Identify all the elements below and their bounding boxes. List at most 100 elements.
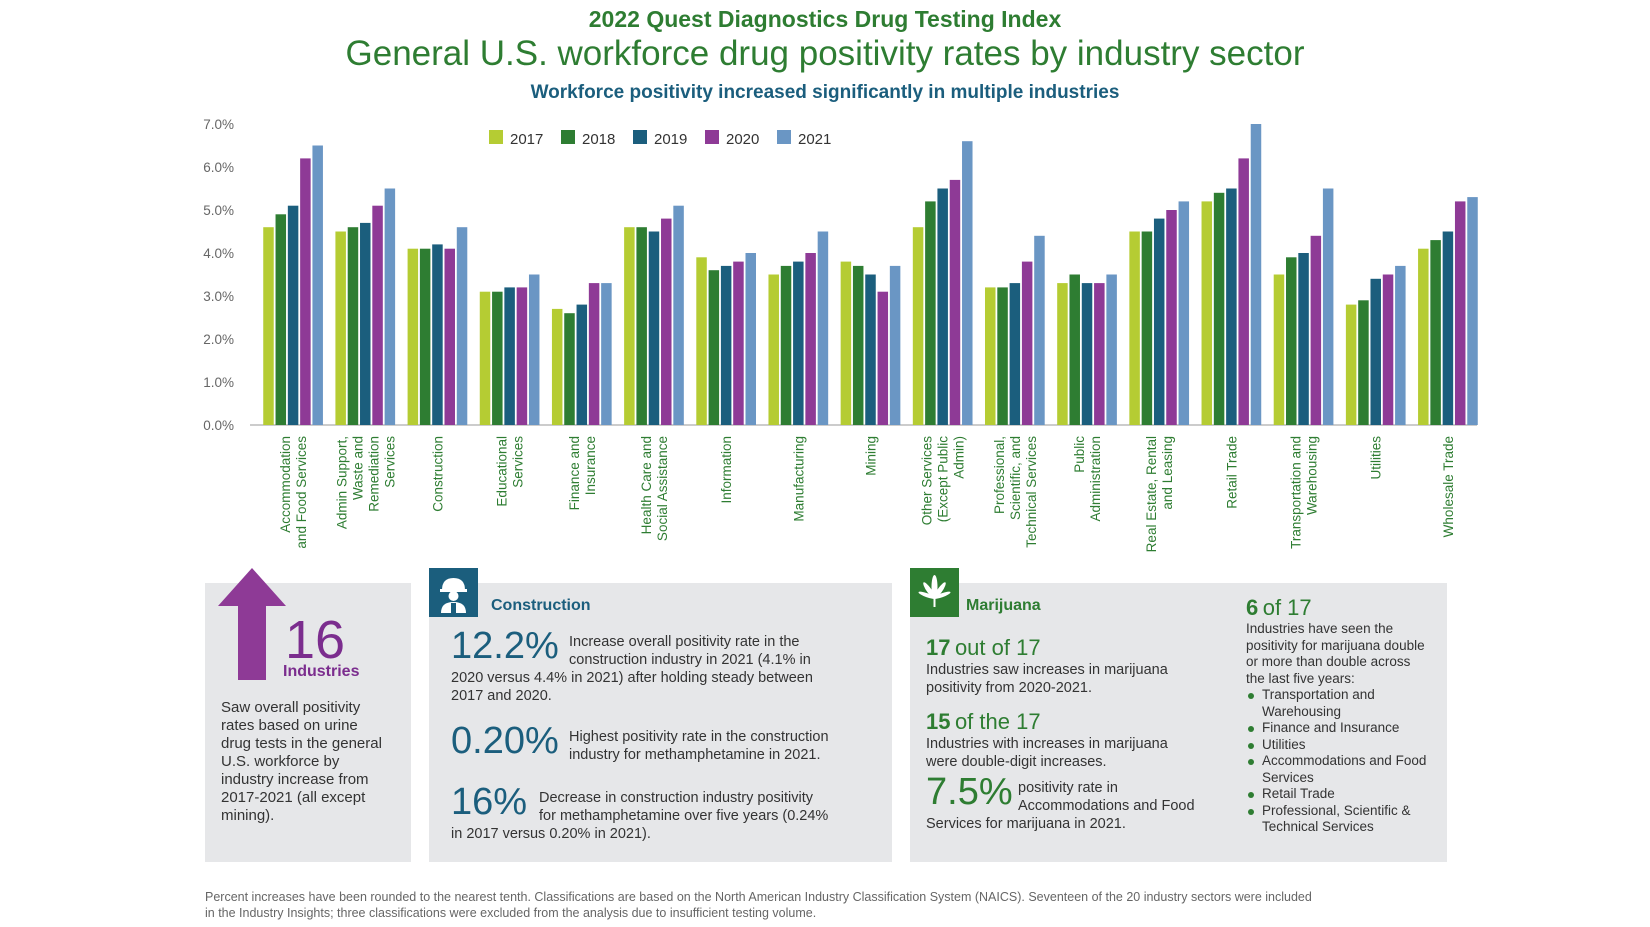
bar-2019 <box>360 222 371 425</box>
list-item-line: Transportation and <box>1262 687 1375 702</box>
bar-2017 <box>768 274 779 425</box>
bar-2020 <box>1454 201 1466 425</box>
bar-2020 <box>1166 210 1177 425</box>
footnote: Percent increases have been rounded to t… <box>205 889 1475 921</box>
stat-value: 16% <box>451 781 528 823</box>
bar-2018 <box>708 270 720 425</box>
x-category-label: and Leasing <box>1160 436 1175 510</box>
marijuana-stat-3: 7.5% positivity rate in Accommodations a… <box>926 771 1226 849</box>
bar-2018 <box>275 214 287 425</box>
bar-2018 <box>419 248 431 425</box>
marijuana-list-item: Professional, Scientific & Technical Serv… <box>1246 803 1441 836</box>
bar-2019 <box>504 287 515 425</box>
x-category-label: (Except Public <box>936 436 951 523</box>
bar-2018 <box>564 313 575 425</box>
bar-2018 <box>1358 300 1369 425</box>
bar-2019 <box>720 265 732 425</box>
bar-2021 <box>1034 235 1045 425</box>
stat-desc-line: Industries have seen the <box>1246 621 1394 636</box>
marijuana-list-item: Finance and Insurance <box>1246 720 1441 737</box>
legend-label: 2017 <box>510 131 543 148</box>
bar-2017 <box>696 257 707 425</box>
bar-2020 <box>1382 274 1394 425</box>
y-tick-label: 2.0% <box>203 332 234 347</box>
bar-2021 <box>962 141 973 425</box>
x-category-label: Scientific, and <box>1008 436 1023 520</box>
bar-2021 <box>1322 188 1334 425</box>
x-category-label: Manufacturing <box>791 436 806 522</box>
marijuana-list-item: Utilities <box>1246 737 1441 754</box>
industries-label: Industries <box>283 663 360 680</box>
stat-value: 12.2% <box>451 625 559 667</box>
bar-2019 <box>1226 188 1237 425</box>
x-category-label: Admin) <box>952 436 967 479</box>
x-category-label: Services <box>511 436 526 488</box>
y-tick-label: 6.0% <box>203 160 234 175</box>
stat-desc-line: Industries with increases in marijuana <box>926 736 1168 752</box>
marijuana-list-item: Transportation and Warehousing <box>1246 687 1441 720</box>
legend-swatch <box>633 130 647 144</box>
x-category-label: Social Assistance <box>655 436 670 541</box>
marijuana-panel: Marijuana 17 out of 17 Industries saw in… <box>910 568 1447 862</box>
bar-2018 <box>852 265 864 425</box>
stat-desc-line: Services for marijuana in 2021. <box>926 816 1126 832</box>
bar-2021 <box>889 265 901 425</box>
stat-number-rest: out of 17 <box>954 635 1041 660</box>
bar-2019 <box>1442 231 1454 425</box>
bar-2020 <box>1021 261 1033 425</box>
industries-panel: 16 Industries Saw overall positivity rat… <box>205 568 411 862</box>
bar-2019 <box>793 261 804 425</box>
stat-number-rest: of the 17 <box>954 709 1041 734</box>
bar-2020 <box>372 205 383 425</box>
x-category-label: Real Estate, Rental <box>1144 436 1159 552</box>
x-category-label: Accommodation <box>278 436 293 533</box>
x-category-label: Other Services <box>920 436 935 526</box>
x-category-label: Transportation and <box>1289 436 1304 549</box>
bar-2021 <box>312 145 323 425</box>
y-tick-label: 1.0% <box>203 375 234 390</box>
stat-desc-line: in 2017 versus 0.20% in 2021). <box>451 826 651 842</box>
x-category-label: Admin Support, <box>334 436 349 529</box>
x-category-label: Health Care and <box>639 436 654 534</box>
legend-swatch <box>489 130 503 144</box>
arrow-up-icon <box>218 568 286 680</box>
marijuana-industry-list: Transportation and Warehousing Finance and… <box>1246 687 1441 836</box>
bar-2018 <box>1286 257 1297 425</box>
bar-2021 <box>1395 265 1406 425</box>
construction-panel: Construction 12.2% Increase overall posi… <box>429 568 892 862</box>
bar-2017 <box>551 308 563 425</box>
bar-2019 <box>1298 253 1309 425</box>
bar-2019 <box>1370 278 1381 425</box>
industries-count: 16 <box>285 610 346 670</box>
bar-2018 <box>492 291 503 425</box>
marijuana-stat-4: 6 of 17 Industries have seen the positiv… <box>1246 595 1441 836</box>
bar-2017 <box>1201 201 1213 425</box>
bar-2019 <box>287 205 299 425</box>
list-item-line: Retail Trade <box>1262 786 1335 801</box>
bar-2021 <box>601 283 612 425</box>
bar-2017 <box>840 261 852 425</box>
bar-2017 <box>335 231 346 425</box>
page-subtitle: Workforce positivity increased significa… <box>530 82 1120 103</box>
x-category-label: Construction <box>430 436 445 512</box>
bar-2018 <box>925 201 936 425</box>
page-title: General U.S. workforce drug positivity r… <box>345 34 1305 73</box>
bar-2017 <box>407 248 419 425</box>
x-category-label: Finance and <box>567 436 582 510</box>
y-tick-label: 3.0% <box>203 289 234 304</box>
stat-value: 7.5% <box>926 771 1013 813</box>
footnote-line: in the Industry Insights; three classifi… <box>205 906 817 920</box>
construction-title: Construction <box>491 597 591 614</box>
cannabis-leaf-icon <box>910 568 959 617</box>
legend-label: 2021 <box>798 131 831 148</box>
list-item-line: Warehousing <box>1262 703 1342 719</box>
list-item-line: Technical Services <box>1262 819 1374 834</box>
stat-desc-line: were double-digit increases. <box>926 754 1107 770</box>
stat-desc-line: Highest positivity rate in the construct… <box>569 729 829 745</box>
industries-description: Saw overall positivity rates based on ur… <box>221 699 382 824</box>
bar-2021 <box>1250 124 1262 425</box>
list-item-line: Professional, Scientific & <box>1262 802 1411 818</box>
bar-2018 <box>1141 231 1153 425</box>
bar-2021 <box>456 227 468 425</box>
bar-2021 <box>1467 197 1478 425</box>
